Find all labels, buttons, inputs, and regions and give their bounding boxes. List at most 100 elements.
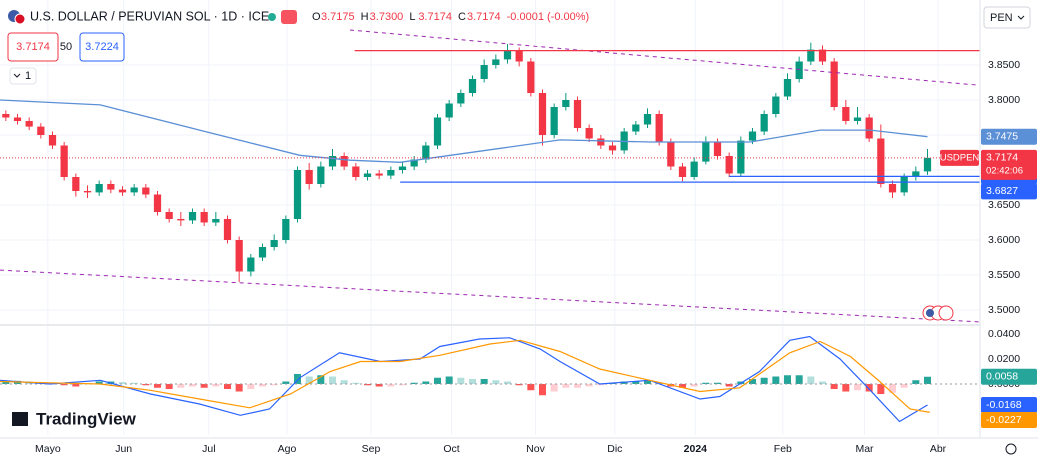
candle-body xyxy=(328,156,337,167)
x-tick-label: Feb xyxy=(774,443,792,455)
y-tick-label: 3.5000 xyxy=(988,304,1020,316)
candle-body xyxy=(363,173,372,177)
histogram-bar xyxy=(702,382,710,384)
histogram-bar xyxy=(270,384,278,386)
histogram-bar xyxy=(329,376,336,384)
candle-body xyxy=(573,100,582,128)
y-tick-label: 3.8500 xyxy=(988,59,1020,71)
event-icon[interactable] xyxy=(938,305,954,321)
histogram-bar xyxy=(504,381,511,384)
candle-body xyxy=(748,131,757,141)
histogram-bar xyxy=(760,377,768,384)
events[interactable] xyxy=(922,305,954,321)
candle-body xyxy=(842,107,850,121)
histogram-bar xyxy=(877,384,885,394)
currency-select[interactable] xyxy=(983,6,1031,29)
x-tick-label: Mayo xyxy=(35,443,61,455)
histogram-bar xyxy=(830,384,838,389)
ohlc-value: 3.7174 xyxy=(418,11,452,23)
histogram-bar xyxy=(562,384,570,388)
candle-body xyxy=(410,159,418,167)
candle-body xyxy=(503,51,512,60)
x-tick-label: Dic xyxy=(607,443,622,455)
candle-body xyxy=(25,121,33,127)
plot xyxy=(0,29,981,423)
settings-icon[interactable] xyxy=(1005,443,1017,455)
histogram-bar xyxy=(247,384,255,389)
y-tick-label: 0.0400 xyxy=(988,328,1020,340)
histogram-bar xyxy=(807,376,815,384)
histogram-bar xyxy=(189,384,196,387)
sell-price[interactable]: 3.7174 xyxy=(16,41,50,53)
histogram-bar xyxy=(632,381,640,384)
histogram-bar xyxy=(154,384,161,388)
histogram-bar xyxy=(119,382,126,384)
candle-body xyxy=(877,138,885,184)
histogram-bar xyxy=(410,382,418,384)
candle-body xyxy=(562,100,570,107)
macd-tag-label: -0.0227 xyxy=(986,414,1022,426)
event-flag xyxy=(926,309,934,317)
countdown: 02:42:06 xyxy=(986,165,1023,176)
ohlc-value: 3.7300 xyxy=(370,11,404,23)
histogram-bar xyxy=(387,384,395,387)
candle-body xyxy=(585,128,593,139)
collapse-count[interactable]: 1 xyxy=(25,70,31,82)
candle-body xyxy=(83,191,92,193)
candle-body xyxy=(340,156,348,167)
candle-body xyxy=(597,138,605,146)
candle-body xyxy=(177,219,185,221)
x-tick-label: Nov xyxy=(526,443,545,455)
candle-body xyxy=(142,187,150,195)
flag-button[interactable] xyxy=(281,10,297,24)
buy-button[interactable] xyxy=(79,32,125,62)
histogram-bar xyxy=(515,384,523,386)
candle-body xyxy=(130,187,138,193)
y-tick-label: 0.0200 xyxy=(988,353,1020,365)
ohlc-value: 3.7175 xyxy=(321,11,355,23)
candle-body xyxy=(223,219,232,240)
histogram-bar xyxy=(492,380,500,384)
x-tick-label: Oct xyxy=(443,443,459,455)
axes: 3.50003.55003.60003.65003.70003.75003.80… xyxy=(35,59,1037,455)
candle-body xyxy=(212,219,220,223)
candle-body xyxy=(783,79,792,97)
candle-body xyxy=(118,189,127,193)
buy-price[interactable]: 3.7224 xyxy=(85,41,119,53)
candle-body xyxy=(282,219,290,240)
histogram-bar xyxy=(539,384,546,396)
candle-body xyxy=(13,117,22,121)
currency[interactable]: PEN xyxy=(990,12,1013,24)
dropdown-icon xyxy=(1017,15,1025,20)
candle-body xyxy=(853,117,862,121)
ohlc-legend: O 3.7175 H 3.7300 L 3.7174 C 3.7174 xyxy=(312,11,501,23)
symbol-title: U.S. DOLLAR / PERUVIAN SOL · 1D · ICE xyxy=(30,9,269,23)
candle-body xyxy=(200,212,208,223)
histogram-bar xyxy=(842,384,850,392)
change: -0.0001 (-0.00%) xyxy=(507,11,590,23)
histogram-bar xyxy=(550,384,558,392)
collapse-button[interactable] xyxy=(9,67,37,85)
histogram-bar xyxy=(200,384,208,388)
macd-line xyxy=(0,335,928,423)
candle-body xyxy=(550,107,558,135)
histogram-bar xyxy=(690,384,698,387)
symbol-tag xyxy=(940,149,979,166)
histogram-bar xyxy=(165,384,173,389)
histogram-bar xyxy=(399,384,406,386)
histogram-bar xyxy=(282,381,290,384)
ohlc-key: L xyxy=(409,11,415,23)
histogram-bar xyxy=(574,384,581,388)
candle-body xyxy=(60,145,68,177)
y-tick-label: 3.5500 xyxy=(988,269,1020,281)
candle-body xyxy=(737,140,745,174)
logo-mark xyxy=(12,412,28,426)
sell-button[interactable] xyxy=(7,32,59,62)
candle-body xyxy=(632,124,640,132)
histogram-bar xyxy=(364,384,371,386)
candle-body xyxy=(270,240,278,247)
histogram-bar xyxy=(819,381,826,384)
